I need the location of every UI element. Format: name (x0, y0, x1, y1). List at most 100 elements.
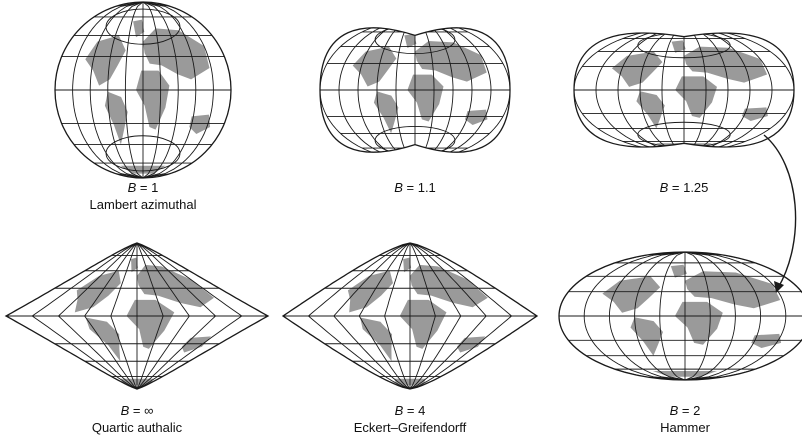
meridian (136, 243, 217, 389)
meridian (307, 243, 411, 389)
landmass (352, 46, 397, 87)
landmass (403, 257, 412, 273)
meridian (89, 2, 144, 178)
meridian (107, 2, 144, 178)
landmass (347, 270, 393, 313)
landmass (126, 299, 175, 349)
transition-arrowhead (774, 281, 784, 293)
meridian (333, 243, 411, 389)
meridian (409, 243, 436, 389)
meridian (358, 243, 411, 389)
caption-b1-25: B = 1.25 (659, 180, 709, 195)
meridian (384, 243, 411, 389)
landmass (390, 150, 440, 153)
meridian (414, 27, 510, 153)
landmass (373, 91, 399, 134)
landmass (415, 41, 487, 82)
meridian (659, 252, 686, 380)
landmass (133, 19, 145, 38)
projection-name-quartic: Quartic authalic (91, 420, 183, 435)
projection-outline (319, 27, 511, 153)
landmass (85, 35, 126, 86)
landmass (104, 91, 128, 145)
projection-map-3 (4, 242, 270, 390)
projection-map-4 (281, 242, 539, 390)
landmass (671, 40, 686, 53)
graticule (574, 32, 794, 148)
landmass (685, 271, 781, 309)
meridian (357, 27, 416, 153)
pole-loop (637, 121, 731, 148)
projection-map-0 (54, 1, 232, 179)
meridian (142, 2, 162, 178)
landmass (407, 74, 444, 122)
landmass (136, 70, 170, 130)
meridian (683, 32, 751, 148)
caption-b-infinity: B = ∞ Quartic authalic (91, 403, 183, 435)
meridian (395, 27, 416, 153)
meridian (72, 2, 144, 178)
projection-name-eckert: Eckert–Greifendorff (353, 420, 467, 435)
landmass (670, 264, 687, 278)
landmass (741, 107, 768, 121)
meridian (110, 243, 138, 389)
caption-b1-1: B = 1.1 (394, 180, 436, 195)
projection-map-2 (573, 32, 795, 148)
meridian (31, 243, 138, 389)
landmass (611, 51, 663, 87)
landmass (674, 301, 723, 345)
meridian (684, 252, 762, 380)
landmass (675, 76, 717, 118)
landmass (684, 46, 768, 83)
landmass (360, 317, 392, 362)
meridian (136, 243, 164, 389)
meridian (142, 2, 179, 178)
landmass (636, 91, 665, 129)
pole-loop (374, 125, 456, 153)
meridian (684, 252, 711, 380)
meridian (136, 243, 190, 389)
caption-b1: B = 1 Lambert azimuthal (89, 180, 197, 212)
graticule (320, 27, 510, 153)
projection-map-5 (558, 251, 802, 381)
meridian (683, 32, 773, 148)
projection-outline (281, 242, 539, 390)
graticule (559, 252, 802, 380)
meridian (57, 243, 138, 389)
meridian (583, 252, 686, 380)
meridian (684, 252, 736, 380)
meridian (414, 27, 492, 153)
meridian (683, 32, 794, 148)
meridian (142, 2, 197, 178)
landmass (751, 333, 782, 348)
pole-loop (637, 32, 731, 59)
meridian (84, 243, 138, 389)
transition-arrow (763, 134, 797, 289)
meridian (409, 243, 462, 389)
landmass (85, 317, 121, 362)
landmass (465, 109, 488, 125)
meridian (124, 2, 144, 178)
projection-outline (54, 1, 232, 179)
pole-loop (105, 135, 181, 172)
meridian (574, 32, 685, 148)
meridian (414, 27, 435, 153)
landmass (143, 28, 210, 80)
meridian (684, 252, 787, 380)
meridian (414, 27, 473, 153)
projection-outline (573, 32, 795, 148)
meridian (617, 32, 685, 148)
landmass (602, 276, 661, 313)
landmass (181, 336, 211, 353)
meridian (661, 32, 685, 148)
pole-loop (105, 8, 181, 45)
meridian (414, 27, 454, 153)
projection-map-1 (319, 27, 511, 153)
projection-name-lambert: Lambert azimuthal (89, 197, 197, 212)
meridian (142, 2, 214, 178)
meridian (338, 27, 416, 153)
landmass (630, 317, 663, 356)
meridian (683, 32, 707, 148)
meridian (376, 27, 416, 153)
meridian (608, 252, 686, 380)
